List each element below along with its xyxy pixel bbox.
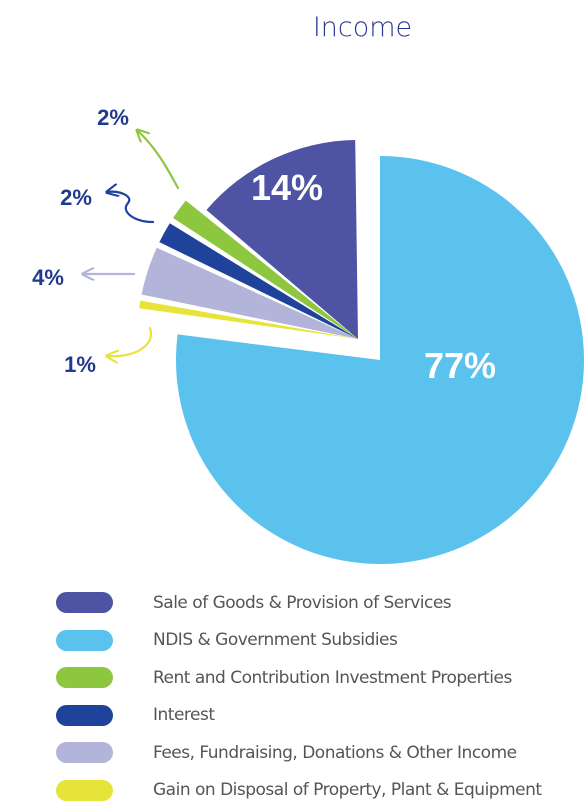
data-label: 2%: [60, 185, 92, 210]
pie-chart: 77% 14% 2% 2% 4% 1%: [0, 0, 585, 580]
legend-swatch: [56, 705, 113, 726]
data-label: 4%: [32, 265, 64, 290]
legend-swatch: [56, 667, 113, 688]
legend-swatch: [56, 742, 113, 763]
legend-swatch: [56, 780, 113, 801]
data-label: 77%: [424, 345, 496, 386]
legend-item: Sale of Goods & Provision of Services: [56, 584, 585, 622]
legend-label: Sale of Goods & Provision of Services: [153, 593, 451, 613]
legend-label: Fees, Fundraising, Donations & Other Inc…: [153, 743, 517, 763]
legend-label: Interest: [153, 705, 215, 725]
data-label: 14%: [251, 167, 323, 208]
leader-arrow: [138, 131, 178, 188]
legend-item: Fees, Fundraising, Donations & Other Inc…: [56, 734, 585, 772]
legend-swatch: [56, 592, 113, 613]
legend-swatch: [56, 630, 113, 651]
legend-item: Rent and Contribution Investment Propert…: [56, 659, 585, 697]
legend-item: NDIS & Government Subsidies: [56, 622, 585, 660]
data-label: 2%: [97, 105, 129, 130]
chart-legend: Sale of Goods & Provision of Services ND…: [56, 584, 585, 809]
leader-arrow: [108, 192, 153, 222]
legend-item: Gain on Disposal of Property, Plant & Eq…: [56, 772, 585, 809]
legend-label: Gain on Disposal of Property, Plant & Eq…: [153, 780, 542, 800]
leader-arrow: [108, 328, 151, 356]
data-label: 1%: [64, 352, 96, 377]
legend-label: NDIS & Government Subsidies: [153, 630, 397, 650]
legend-label: Rent and Contribution Investment Propert…: [153, 668, 512, 688]
legend-item: Interest: [56, 697, 585, 735]
